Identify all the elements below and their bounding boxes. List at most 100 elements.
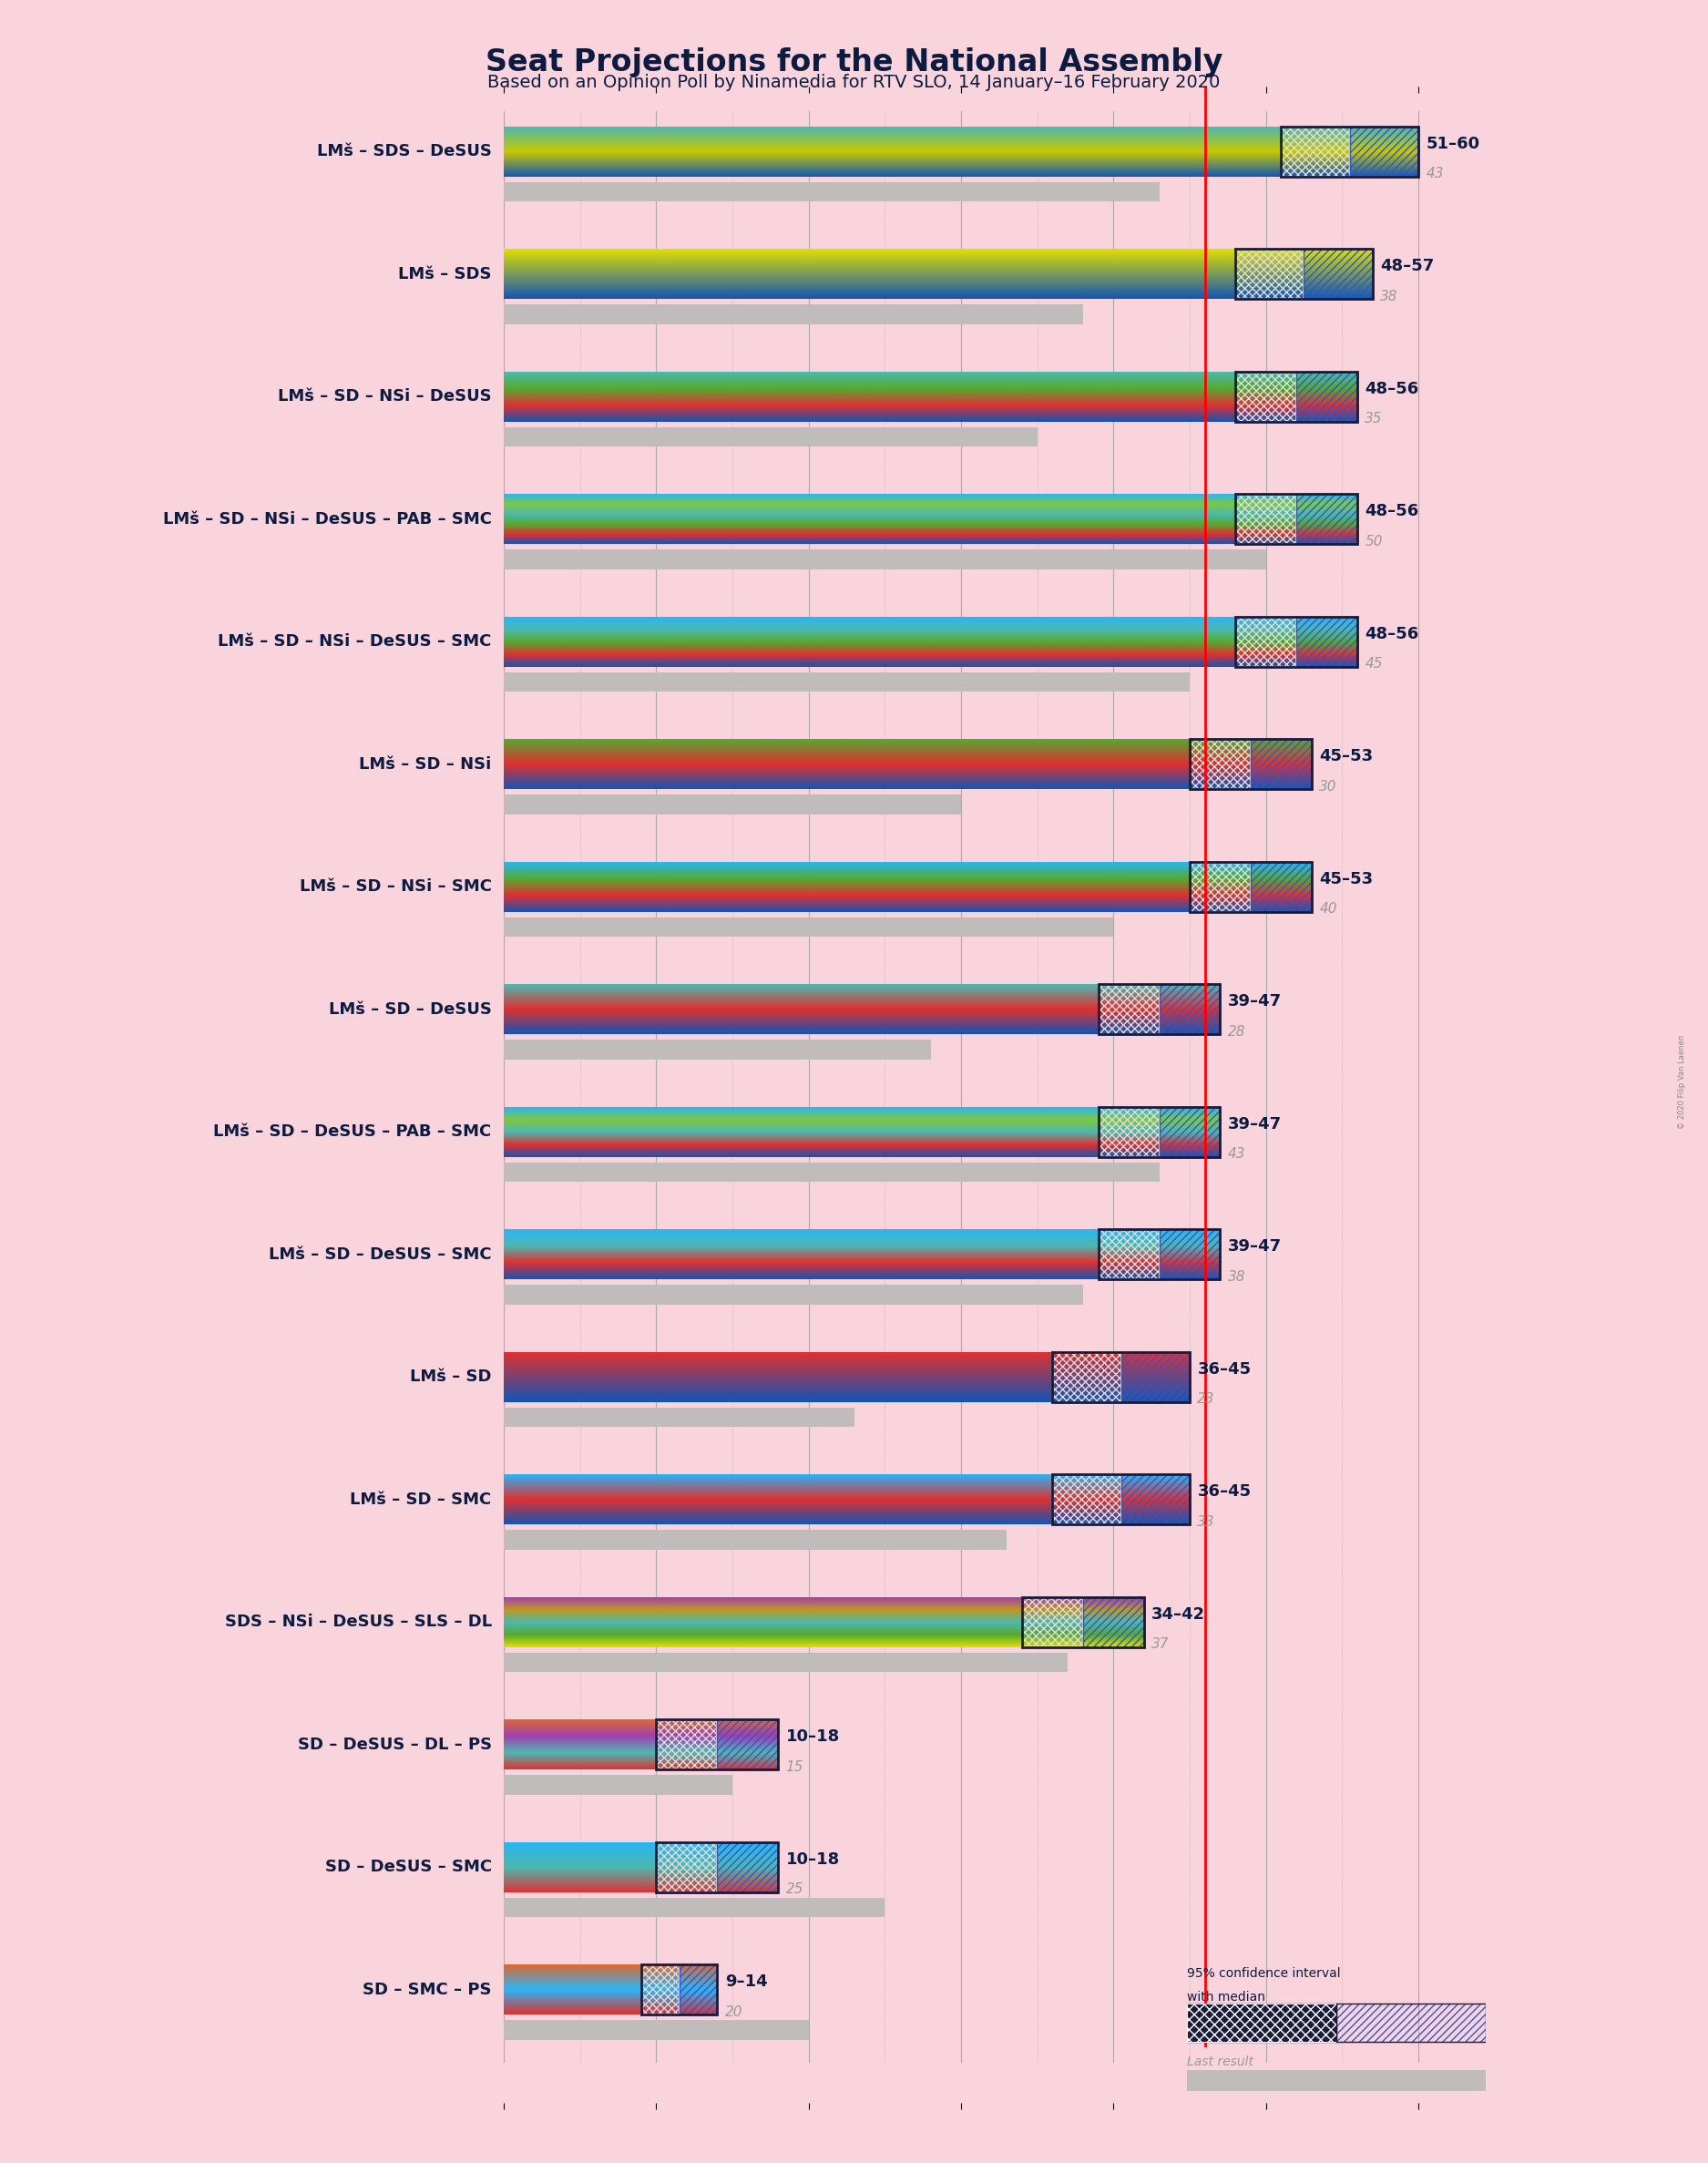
Text: LMš – SDS – DeSUS: LMš – SDS – DeSUS — [318, 143, 492, 160]
Bar — [1281, 125, 1349, 177]
Bar — [1052, 1352, 1190, 1402]
Bar — [656, 1843, 779, 1893]
Bar — [1235, 493, 1358, 545]
Bar — [1296, 493, 1358, 545]
Bar — [1235, 372, 1296, 422]
Bar — [1235, 249, 1303, 298]
Text: 35: 35 — [1365, 413, 1383, 426]
Text: 28: 28 — [1228, 1025, 1245, 1038]
Text: 50: 50 — [1365, 534, 1383, 549]
Text: 39–47: 39–47 — [1228, 1116, 1281, 1133]
Bar — [1190, 740, 1312, 789]
Text: 45: 45 — [1365, 658, 1383, 671]
Text: 36–45: 36–45 — [1197, 1484, 1252, 1501]
Text: LMš – SD: LMš – SD — [410, 1369, 492, 1384]
Bar — [1098, 1107, 1160, 1157]
Bar — [504, 1162, 1160, 1183]
Text: 43: 43 — [1228, 1146, 1245, 1162]
Text: 10–18: 10–18 — [786, 1852, 840, 1867]
Bar — [1160, 984, 1220, 1034]
Bar — [1098, 1107, 1220, 1157]
Bar — [504, 1285, 1083, 1304]
Text: SD – DeSUS – SMC: SD – DeSUS – SMC — [325, 1858, 492, 1875]
Text: Last result: Last result — [1187, 2055, 1254, 2068]
Bar — [1235, 372, 1358, 422]
Bar — [1052, 1475, 1120, 1525]
Bar — [1303, 249, 1373, 298]
Bar — [1190, 740, 1250, 789]
Bar — [717, 1843, 779, 1893]
Bar — [504, 1408, 854, 1428]
Text: 45–53: 45–53 — [1319, 748, 1373, 766]
Bar — [656, 1843, 717, 1893]
Text: 23: 23 — [1197, 1393, 1214, 1406]
Bar — [504, 549, 1266, 569]
Text: Seat Projections for the National Assembly: Seat Projections for the National Assemb… — [485, 48, 1223, 78]
Bar — [1160, 1229, 1220, 1278]
Text: LMš – SD – NSi – DeSUS – PAB – SMC: LMš – SD – NSi – DeSUS – PAB – SMC — [162, 510, 492, 528]
Text: SDS – NSi – DeSUS – SLS – DL: SDS – NSi – DeSUS – SLS – DL — [225, 1614, 492, 1631]
Text: LMš – SD – NSi – DeSUS: LMš – SD – NSi – DeSUS — [278, 389, 492, 404]
Bar — [1337, 2003, 1486, 2042]
Bar — [1235, 616, 1296, 666]
Bar — [1120, 1352, 1190, 1402]
Bar — [1098, 1229, 1220, 1278]
Bar — [640, 1964, 680, 2014]
Bar — [680, 1964, 717, 2014]
Text: 39–47: 39–47 — [1228, 993, 1281, 1010]
Bar — [1190, 861, 1312, 911]
Text: 45–53: 45–53 — [1319, 872, 1373, 887]
Bar — [504, 2020, 808, 2040]
Bar — [1337, 2003, 1486, 2042]
Bar — [1052, 1352, 1120, 1402]
Text: SD – DeSUS – DL – PS: SD – DeSUS – DL – PS — [297, 1737, 492, 1752]
Bar — [504, 182, 1160, 201]
Text: 15: 15 — [786, 1761, 803, 1774]
Bar — [1021, 1596, 1083, 1646]
Bar — [504, 305, 1083, 324]
Bar — [656, 1720, 717, 1769]
Bar — [504, 1040, 931, 1060]
Bar — [504, 1529, 1006, 1549]
Bar — [1021, 1596, 1144, 1646]
Text: 48–56: 48–56 — [1365, 625, 1419, 642]
Text: 40: 40 — [1319, 902, 1337, 915]
Bar — [1190, 861, 1250, 911]
Bar — [1098, 984, 1220, 1034]
Text: 36–45: 36–45 — [1197, 1361, 1252, 1378]
Text: © 2020 Filip Van Laenen: © 2020 Filip Van Laenen — [1679, 1034, 1686, 1129]
Bar — [656, 1720, 779, 1769]
Text: 39–47: 39–47 — [1228, 1239, 1281, 1255]
Bar — [1281, 125, 1418, 177]
Text: 48–57: 48–57 — [1380, 257, 1435, 275]
Text: LMš – SDS: LMš – SDS — [398, 266, 492, 281]
Bar — [504, 1776, 733, 1795]
Text: 33: 33 — [1197, 1514, 1214, 1529]
Bar — [1235, 493, 1296, 545]
Bar — [504, 673, 1190, 692]
Text: 25: 25 — [786, 1882, 803, 1897]
Bar — [1187, 2070, 1486, 2092]
Text: 20: 20 — [724, 2005, 743, 2018]
Bar — [1250, 861, 1312, 911]
Text: with median: with median — [1187, 1990, 1266, 2003]
Bar — [1083, 1596, 1144, 1646]
Bar — [1187, 2003, 1337, 2042]
Text: LMš – SD – NSi – SMC: LMš – SD – NSi – SMC — [299, 878, 492, 895]
Bar — [504, 426, 1037, 448]
Text: 51–60: 51–60 — [1426, 136, 1479, 151]
Text: 9–14: 9–14 — [724, 1975, 767, 1990]
Text: LMš – SD – SMC: LMš – SD – SMC — [350, 1490, 492, 1508]
Bar — [1160, 1107, 1220, 1157]
Text: 38: 38 — [1228, 1270, 1245, 1283]
Text: 10–18: 10–18 — [786, 1728, 840, 1746]
Bar — [1098, 984, 1160, 1034]
Text: Based on an Opinion Poll by Ninamedia for RTV SLO, 14 January–16 February 2020: Based on an Opinion Poll by Ninamedia fo… — [488, 74, 1220, 91]
Bar — [504, 1897, 885, 1916]
Bar — [1235, 249, 1373, 298]
Bar — [1250, 740, 1312, 789]
Bar — [504, 1653, 1068, 1672]
Bar — [1296, 372, 1358, 422]
Bar — [1296, 616, 1358, 666]
Text: 48–56: 48–56 — [1365, 504, 1419, 519]
